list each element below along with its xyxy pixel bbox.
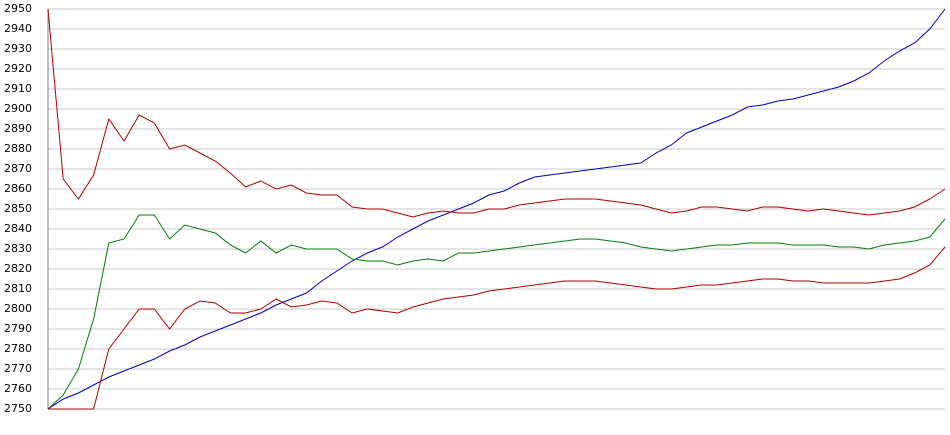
y-tick-label: 2790 [4, 322, 32, 335]
series-line [47, 8, 946, 410]
y-tick-label: 2870 [4, 162, 32, 175]
y-tick-label: 2910 [4, 82, 32, 95]
y-tick-label: 2810 [4, 282, 32, 295]
y-tick-label: 2930 [4, 42, 32, 55]
y-tick-label: 2850 [4, 202, 32, 215]
y-tick-label: 2830 [4, 242, 32, 255]
y-tick-label: 2890 [4, 122, 32, 135]
y-tick-label: 2800 [4, 302, 32, 315]
y-tick-label: 2940 [4, 22, 32, 35]
y-tick-label: 2820 [4, 262, 32, 275]
y-tick-label: 2760 [4, 382, 32, 395]
y-tick-label: 2780 [4, 342, 32, 355]
y-tick-label: 2750 [4, 402, 32, 415]
y-tick-label: 2770 [4, 362, 32, 375]
y-tick-label: 2920 [4, 62, 32, 75]
series-line [48, 246, 946, 410]
y-tick-label: 2840 [4, 222, 32, 235]
y-tick-label: 2900 [4, 102, 32, 115]
y-tick-label: 2950 [4, 2, 32, 15]
y-tick-label: 2860 [4, 182, 32, 195]
series-line [47, 214, 946, 410]
y-tick-label: 2880 [4, 142, 32, 155]
series-line [47, 8, 946, 218]
